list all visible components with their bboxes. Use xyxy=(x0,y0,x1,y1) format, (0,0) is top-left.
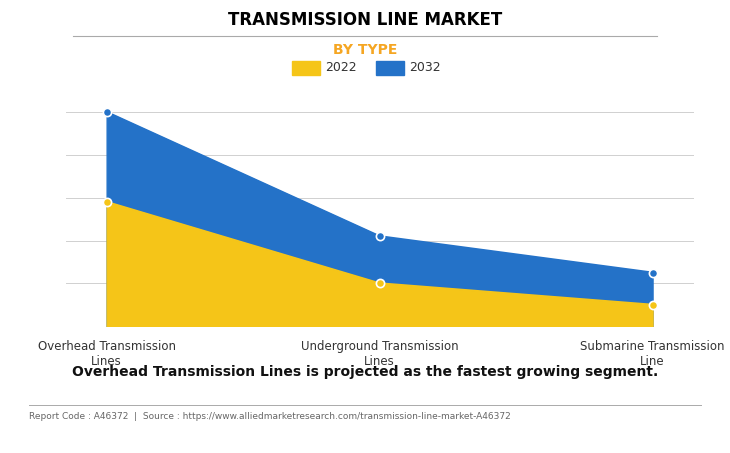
Text: 2022: 2022 xyxy=(326,62,357,74)
Text: BY TYPE: BY TYPE xyxy=(333,43,397,57)
Text: 2032: 2032 xyxy=(410,62,441,74)
Point xyxy=(374,280,385,287)
Point xyxy=(647,269,658,276)
Text: TRANSMISSION LINE MARKET: TRANSMISSION LINE MARKET xyxy=(228,11,502,29)
Point xyxy=(101,108,112,116)
Point xyxy=(101,198,112,206)
Point xyxy=(647,301,658,308)
Text: Report Code : A46372  |  Source : https://www.alliedmarketresearch.com/transmiss: Report Code : A46372 | Source : https://… xyxy=(29,412,511,421)
Point xyxy=(374,232,385,240)
Text: Overhead Transmission Lines is projected as the fastest growing segment.: Overhead Transmission Lines is projected… xyxy=(72,365,658,379)
